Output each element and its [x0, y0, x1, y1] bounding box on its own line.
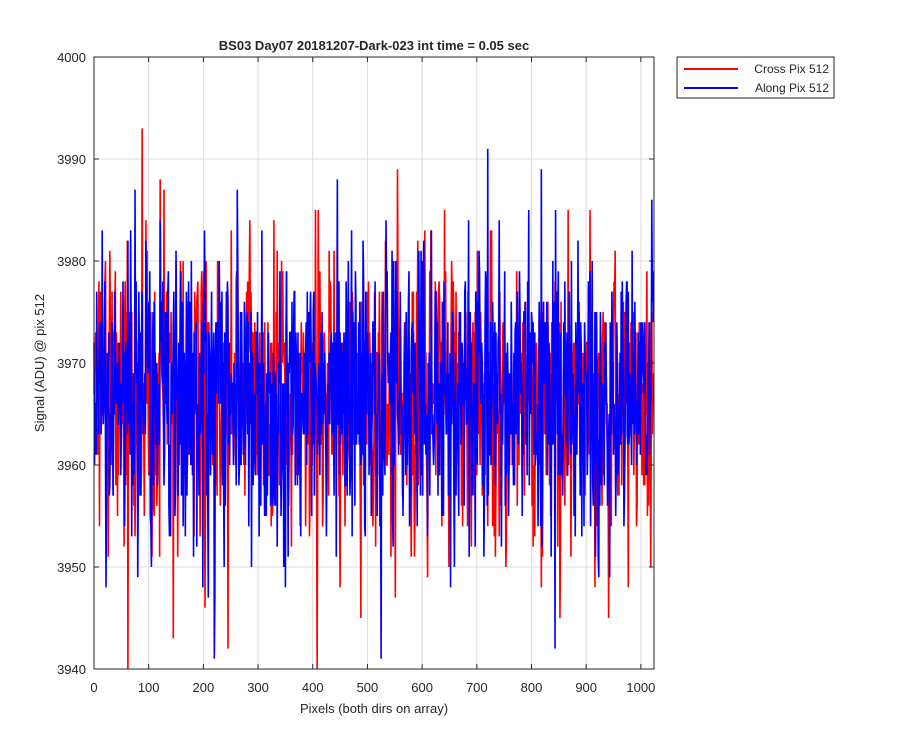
x-tick-label: 0: [90, 680, 97, 695]
y-tick-label: 3990: [57, 152, 86, 167]
x-tick-label: 1000: [626, 680, 655, 695]
x-tick-label: 500: [357, 680, 379, 695]
x-tick-label: 600: [411, 680, 433, 695]
x-axis: 0 100 200 300 400 500 600 700 800 900 1000: [90, 57, 655, 695]
legend-label-cross: Cross Pix 512: [754, 62, 829, 76]
y-axis: 3940 3950 3960 3970 3980 3990 4000: [57, 50, 654, 677]
x-tick-label: 400: [302, 680, 324, 695]
legend: Cross Pix 512 Along Pix 512: [676, 56, 835, 99]
series-line-along-pix-512: [93, 148, 655, 659]
y-axis-label: Signal (ADU) @ pix 512: [32, 294, 47, 432]
y-tick-label: 3950: [57, 560, 86, 575]
y-tick-label: 4000: [57, 50, 86, 65]
x-tick-label: 700: [466, 680, 488, 695]
series-layer: [93, 128, 655, 670]
x-tick-label: 900: [575, 680, 597, 695]
x-tick-label: 300: [247, 680, 269, 695]
x-axis-label: Pixels (both dirs on array): [300, 701, 448, 716]
chart-title: BS03 Day07 20181207-Dark-023 int time = …: [219, 38, 529, 53]
y-tick-label: 3980: [57, 254, 86, 269]
y-tick-label: 3970: [57, 356, 86, 371]
y-tick-label: 3940: [57, 662, 86, 677]
y-tick-label: 3960: [57, 458, 86, 473]
x-tick-label: 200: [193, 680, 215, 695]
legend-label-along: Along Pix 512: [755, 81, 829, 95]
x-tick-label: 100: [138, 680, 160, 695]
legend-box: [676, 56, 835, 99]
x-tick-label: 800: [521, 680, 543, 695]
